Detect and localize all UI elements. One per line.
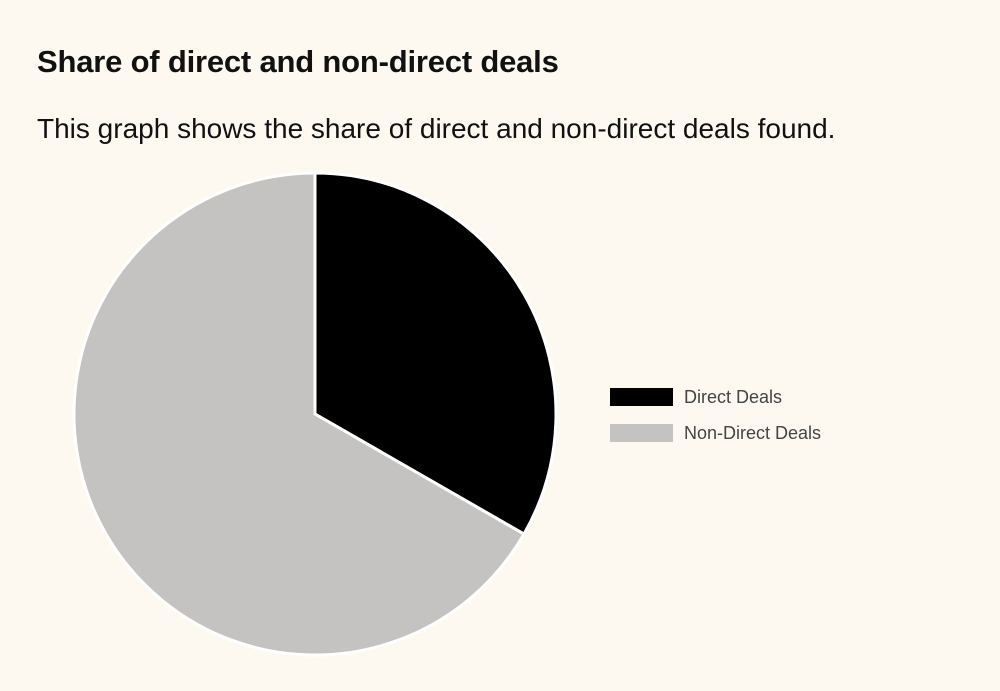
legend-label-direct-deals: Direct Deals <box>684 387 782 407</box>
chart-title: Share of direct and non-direct deals <box>37 44 559 79</box>
pie-slices <box>72 171 558 657</box>
legend-label-non-direct-deals: Non-Direct Deals <box>684 423 821 443</box>
chart-legend: Direct Deals Non-Direct Deals <box>610 387 821 443</box>
chart-subtitle: This graph shows the share of direct and… <box>37 113 836 144</box>
legend-swatch-non-direct-deals <box>610 424 673 442</box>
pie-slice-non-direct-deals <box>72 171 526 657</box>
legend-swatch-direct-deals <box>610 388 673 406</box>
pie-slice-direct-deals <box>313 171 558 536</box>
